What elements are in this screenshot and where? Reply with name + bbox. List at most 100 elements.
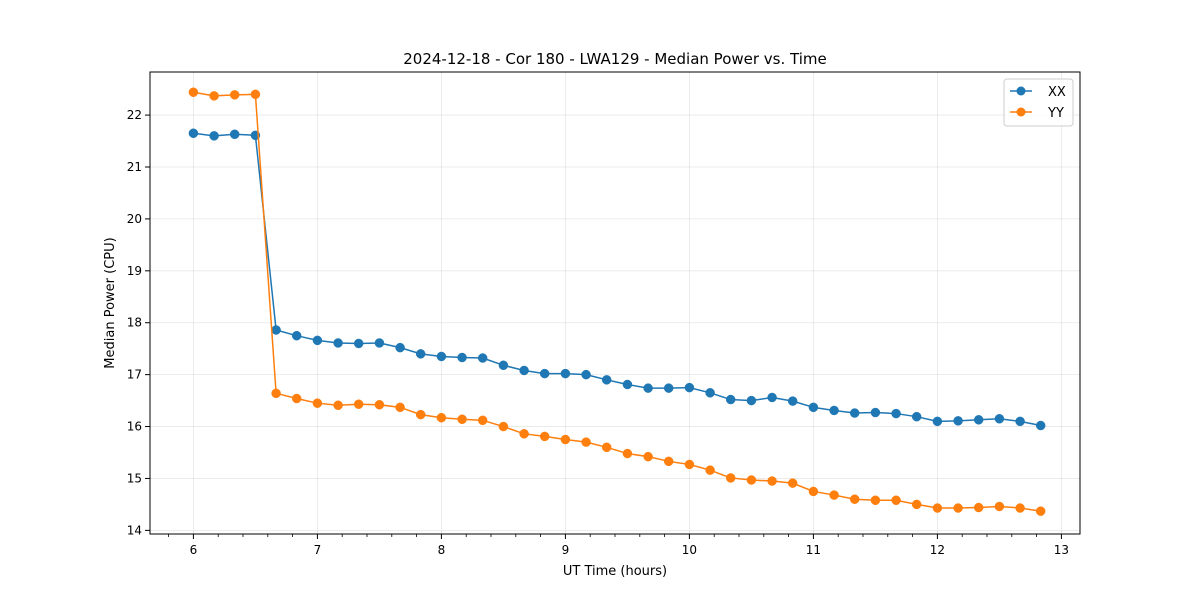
data-point-xx	[477, 353, 488, 363]
y-tick-label: 17	[127, 368, 142, 382]
data-point-xx	[560, 368, 571, 379]
data-point-xx	[333, 338, 343, 348]
data-point-xx	[870, 407, 881, 418]
data-point-yy	[725, 473, 736, 483]
legend-marker	[1016, 86, 1026, 96]
data-point-xx	[1035, 420, 1046, 431]
data-point-yy	[746, 475, 757, 485]
data-point-xx	[725, 394, 736, 405]
data-point-xx	[994, 414, 1005, 424]
x-tick-label: 6	[190, 543, 198, 557]
data-point-xx	[973, 415, 984, 425]
legend-label: XX	[1048, 85, 1066, 100]
data-point-yy	[622, 448, 633, 459]
data-point-yy	[353, 399, 364, 409]
grid	[150, 72, 1080, 534]
data-point-yy	[663, 456, 674, 467]
data-point-xx	[684, 382, 695, 393]
data-point-yy	[829, 490, 839, 500]
data-point-xx	[849, 408, 860, 418]
data-point-xx	[539, 368, 550, 379]
data-point-xx	[767, 392, 777, 403]
chart-title: 2024-12-18 - Cor 180 - LWA129 - Median P…	[403, 50, 827, 68]
legend-entry-xx: XX	[1010, 85, 1066, 100]
legend-entry-yy: YY	[1010, 106, 1064, 121]
x-tick-label: 12	[930, 543, 945, 557]
data-point-xx	[911, 411, 922, 422]
legend: XX YY	[1003, 78, 1074, 127]
x-tick-label: 11	[806, 543, 821, 557]
data-point-xx	[271, 325, 281, 335]
data-point-xx	[353, 338, 364, 349]
data-point-xx	[891, 408, 901, 419]
x-tick-label: 10	[682, 543, 697, 557]
data-point-yy	[436, 412, 447, 423]
data-point-xx	[808, 402, 819, 413]
y-tick-label: 21	[127, 160, 142, 174]
data-point-xx	[601, 375, 612, 385]
legend-label: YY	[1047, 106, 1064, 121]
data-point-yy	[498, 421, 509, 432]
y-tick-label: 16	[127, 420, 142, 434]
data-point-yy	[312, 398, 323, 408]
data-point-yy	[395, 402, 405, 413]
x-axis-label: UT Time (hours)	[563, 564, 667, 579]
data-point-yy	[1015, 503, 1025, 513]
data-point-xx	[415, 349, 426, 359]
x-tick-label: 9	[562, 543, 570, 557]
data-point-yy	[849, 494, 860, 504]
data-point-xx	[953, 416, 963, 426]
axis-ticks: 6 7 8 9 10 11 12 13 14 15 16 17 18 19 20 21 22	[127, 108, 1069, 557]
data-point-yy	[581, 437, 591, 447]
data-point-yy	[560, 434, 571, 445]
data-point-xx	[436, 351, 447, 362]
data-point-yy	[457, 414, 467, 425]
y-tick-label: 20	[127, 212, 142, 226]
data-point-yy	[953, 503, 963, 513]
data-point-xx	[663, 383, 674, 393]
data-point-yy	[994, 501, 1005, 512]
legend-marker	[1016, 107, 1026, 117]
data-point-yy	[229, 90, 240, 100]
data-point-xx	[643, 383, 653, 393]
series-xx	[188, 128, 1046, 431]
data-point-yy	[415, 409, 426, 420]
data-point-yy	[209, 91, 219, 101]
data-point-yy	[891, 495, 901, 506]
x-tick-label: 8	[438, 543, 446, 557]
data-point-yy	[767, 476, 777, 486]
data-point-xx	[622, 379, 633, 390]
data-point-yy	[911, 499, 922, 510]
series-layer	[188, 87, 1046, 516]
data-point-xx	[395, 342, 405, 353]
y-tick-label: 15	[127, 471, 142, 485]
data-point-yy	[705, 465, 715, 475]
x-tick-label: 13	[1054, 543, 1069, 557]
data-point-yy	[291, 393, 302, 404]
y-tick-label: 14	[127, 523, 142, 537]
data-point-yy	[932, 503, 943, 513]
x-tick-label: 7	[314, 543, 322, 557]
data-point-xx	[932, 416, 943, 427]
data-point-xx	[188, 128, 199, 138]
data-point-xx	[705, 388, 715, 398]
y-tick-label: 22	[127, 108, 142, 122]
data-point-xx	[291, 330, 302, 341]
data-point-xx	[457, 352, 467, 363]
data-point-yy	[808, 486, 819, 497]
data-point-yy	[643, 451, 653, 462]
data-point-xx	[519, 365, 529, 376]
y-tick-label: 19	[127, 264, 142, 278]
data-point-xx	[312, 335, 323, 346]
data-point-xx	[374, 338, 385, 348]
data-point-xx	[829, 405, 839, 416]
data-point-yy	[870, 495, 881, 506]
data-point-yy	[1035, 506, 1046, 516]
data-point-yy	[374, 399, 385, 410]
data-point-yy	[787, 478, 798, 488]
data-point-xx	[746, 395, 757, 406]
data-point-yy	[333, 400, 343, 411]
data-point-xx	[229, 129, 240, 140]
